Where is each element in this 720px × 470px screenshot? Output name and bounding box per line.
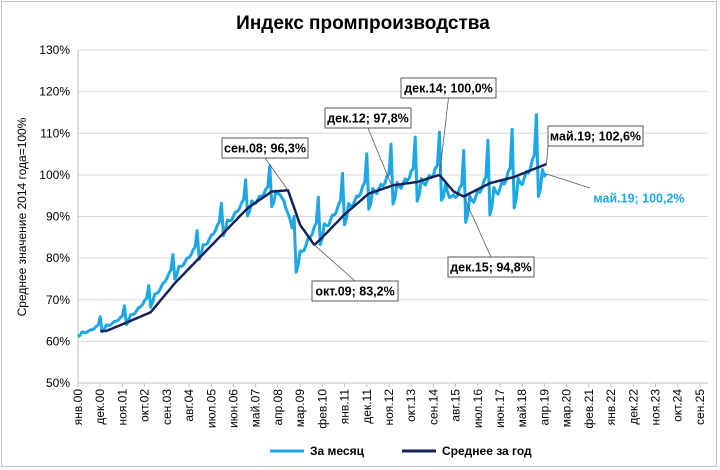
- x-tick-label: авг.04: [182, 389, 196, 422]
- series-group: [77, 113, 548, 338]
- y-tick-label: 130%: [39, 43, 70, 57]
- annotation-leader: [546, 145, 549, 165]
- x-tick-label: май.18: [515, 389, 529, 428]
- annotation-leader: [463, 196, 492, 258]
- x-tick-label: окт.13: [404, 389, 418, 422]
- y-tick-label: 90%: [46, 210, 70, 224]
- y-ticks: 50% 60% 70% 80% 90% 100% 110% 120% 130%: [39, 43, 70, 390]
- y-tick-label: 110%: [40, 126, 70, 140]
- x-tick-label: янв.22: [604, 389, 618, 426]
- x-tick-label: апр.19: [537, 389, 551, 426]
- annotation-box: [324, 107, 412, 129]
- x-tick-label: фев.21: [582, 389, 596, 429]
- legend: За месяц Среднее за год: [270, 444, 532, 458]
- x-tick-label: дек.22: [626, 389, 640, 425]
- annotation-box: [400, 77, 497, 99]
- annotation-leader: [264, 157, 289, 191]
- x-tick-label: ноя.12: [382, 389, 396, 426]
- annotation-label: дек.14; 100,0%: [404, 82, 493, 96]
- x-tick-label: май.07: [249, 389, 263, 428]
- annotation-leader: [367, 127, 392, 185]
- annotation-box: [311, 280, 399, 302]
- annotation-box: [547, 125, 644, 147]
- x-tick-label: ноя.23: [649, 389, 663, 426]
- annotation-leader: [439, 97, 449, 175]
- annotation-label: дек.12; 97,8%: [327, 112, 409, 126]
- annotation-label: дек.15; 94,8%: [450, 261, 532, 275]
- x-tick-label: июн.06: [226, 389, 240, 428]
- x-tick-label: окт.02: [138, 389, 152, 422]
- y-tick-label: 80%: [46, 251, 70, 265]
- annotation-leader: [313, 244, 356, 282]
- x-tick-label: сен.14: [426, 389, 440, 425]
- x-tick-label: апр.08: [271, 389, 285, 426]
- grid: [77, 49, 708, 384]
- x-tick-label: июн.17: [493, 389, 507, 428]
- y-tick-label: 100%: [39, 168, 70, 182]
- x-tick-label: мар.20: [560, 389, 574, 428]
- x-tick-label: авг.15: [449, 389, 463, 422]
- x-tick-label: мар.09: [293, 389, 307, 428]
- chart-title: Индекс промпроизводства: [236, 13, 490, 34]
- annotation-leader: [546, 173, 591, 189]
- annotation-label: май.19; 102,6%: [550, 130, 641, 144]
- annotation-label: май.19; 100,2%: [593, 192, 684, 206]
- legend-label: Среднее за год: [442, 444, 532, 458]
- y-tick-label: 60%: [46, 334, 70, 348]
- series-line-annual-average: [100, 162, 547, 333]
- y-axis-label: Среднее значение 2014 года=100%: [15, 117, 29, 316]
- annotation-label: сен.08; 96,3%: [224, 142, 306, 156]
- series-line-monthly: [77, 113, 548, 338]
- x-tick-label: ноя.01: [115, 389, 129, 426]
- x-tick-label: июл.16: [471, 389, 485, 428]
- x-tick-label: янв.00: [71, 389, 85, 426]
- x-ticks: янв.00 дек.00 ноя.01 окт.02 сен.03 авг.04 июл.…: [71, 383, 707, 429]
- annotation-box: [221, 137, 309, 159]
- annotation-box: [447, 256, 535, 278]
- y-tick-label: 70%: [46, 293, 70, 307]
- x-tick-label: фев.10: [315, 389, 329, 429]
- x-tick-label: сен.03: [160, 389, 174, 425]
- x-tick-label: дек.11: [360, 389, 374, 424]
- x-tick-label: июл.05: [204, 389, 218, 428]
- x-tick-label: дек.00: [93, 389, 107, 425]
- x-tick-label: окт.24: [671, 389, 685, 422]
- x-tick-label: янв.11: [338, 389, 352, 425]
- y-tick-label: 50%: [46, 376, 70, 390]
- annotations: сен.08; 96,3% окт.09; 83,2% дек.12; 97,8% д…: [221, 77, 685, 302]
- x-tick-label: сен.25: [693, 389, 707, 425]
- annotation-label: окт.09; 83,2%: [315, 285, 394, 299]
- y-tick-label: 120%: [39, 85, 70, 99]
- legend-label: За месяц: [310, 444, 365, 458]
